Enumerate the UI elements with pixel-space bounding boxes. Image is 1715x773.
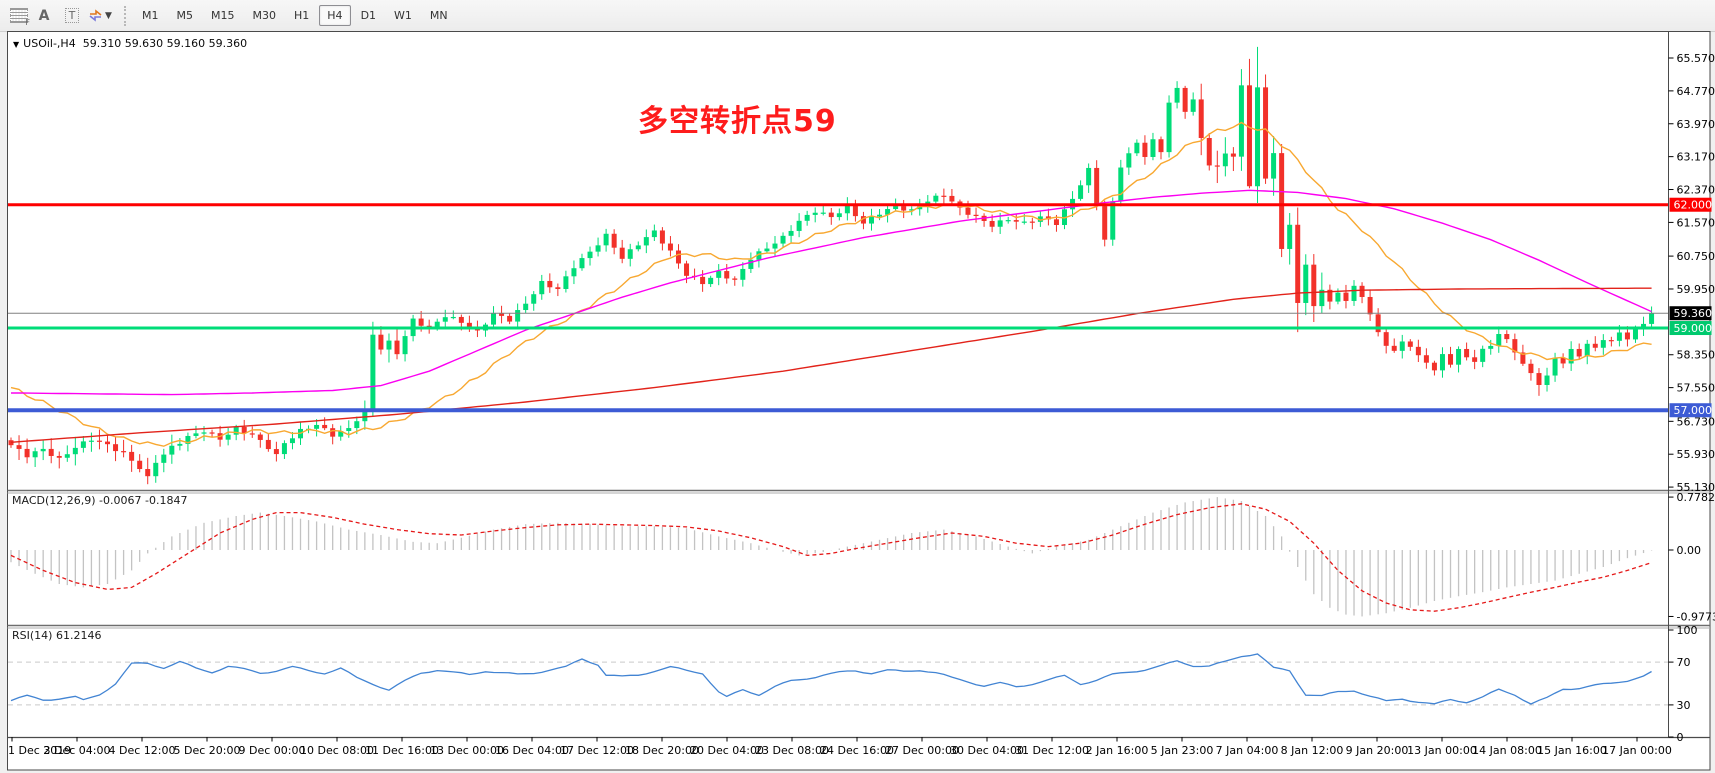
toolbar: F A T ▼ M1 M5 M15 M30 H1 H4 D1 W1 MN [0, 0, 1715, 32]
chevron-down-icon: ▼ [105, 10, 112, 21]
svg-text:65.570: 65.570 [1677, 52, 1715, 65]
svg-text:13 Jan 00:00: 13 Jan 00:00 [1407, 744, 1477, 757]
cycle-arrows-button[interactable]: ▼ [87, 3, 113, 29]
svg-text:63.970: 63.970 [1677, 118, 1715, 131]
rsi-name: RSI(14) [12, 629, 53, 642]
rsi-indicator-label: RSI(14) 61.2146 [12, 629, 101, 642]
svg-text:60.750: 60.750 [1677, 250, 1715, 263]
svg-text:20 Dec 04:00: 20 Dec 04:00 [690, 744, 764, 757]
boxed-t-icon: T [64, 8, 80, 23]
symbol-info[interactable]: ▼ USOil-,H4 59.310 59.630 59.160 59.360 [13, 37, 247, 50]
svg-text:30: 30 [1677, 699, 1691, 712]
chevron-down-icon: ▼ [13, 40, 20, 49]
svg-text:62.370: 62.370 [1677, 184, 1715, 197]
chart-annotation-text: 多空转折点59 [638, 104, 837, 139]
diagonal-arrows-icon [89, 9, 102, 22]
timeframe-button-H1[interactable]: H1 [294, 9, 310, 22]
text-label-button[interactable]: A [31, 3, 57, 29]
svg-text:3 Dec 04:00: 3 Dec 04:00 [44, 744, 111, 757]
svg-text:5 Dec 20:00: 5 Dec 20:00 [174, 744, 241, 757]
svg-text:5 Jan 23:00: 5 Jan 23:00 [1151, 744, 1214, 757]
forecast-grid-button[interactable]: F [1, 3, 30, 29]
svg-text:16 Dec 04:00: 16 Dec 04:00 [495, 744, 569, 757]
svg-text:9 Dec 00:00: 9 Dec 00:00 [239, 744, 306, 757]
macd-panel [10, 497, 1653, 617]
svg-text:55.930: 55.930 [1677, 448, 1715, 461]
svg-text:0.00: 0.00 [1677, 544, 1702, 557]
ma-red-line [10, 287, 1652, 443]
svg-text:17 Jan 00:00: 17 Jan 00:00 [1602, 744, 1672, 757]
svg-text:61.570: 61.570 [1677, 216, 1715, 229]
svg-text:63.170: 63.170 [1677, 151, 1715, 164]
svg-text:7 Jan 04:00: 7 Jan 04:00 [1216, 744, 1279, 757]
macd-indicator-label: MACD(12,26,9) -0.0067 -0.1847 [12, 494, 187, 507]
timeframe-toolbar: M1 M5 M15 M30 H1 H4 D1 W1 MN [133, 5, 457, 26]
svg-text:59.950: 59.950 [1677, 283, 1715, 296]
timeframe-button-M1[interactable]: M1 [142, 9, 159, 22]
svg-text:13 Dec 00:00: 13 Dec 00:00 [430, 744, 504, 757]
svg-text:56.730: 56.730 [1677, 415, 1715, 428]
svg-text:8 Jan 12:00: 8 Jan 12:00 [1281, 744, 1344, 757]
svg-text:-0.9773: -0.9773 [1677, 610, 1715, 623]
svg-text:57.550: 57.550 [1677, 382, 1715, 395]
timeframe-button-H4[interactable]: H4 [319, 5, 351, 26]
svg-text:59.360: 59.360 [1674, 307, 1713, 320]
letter-a-icon: A [38, 7, 50, 24]
svg-text:24 Dec 16:00: 24 Dec 16:00 [820, 744, 894, 757]
svg-text:59.000: 59.000 [1674, 322, 1713, 335]
svg-text:0.7782: 0.7782 [1677, 491, 1715, 504]
svg-text:18 Dec 20:00: 18 Dec 20:00 [625, 744, 699, 757]
svg-text:57.000: 57.000 [1674, 404, 1713, 417]
svg-text:1 Dec 2019: 1 Dec 2019 [8, 744, 71, 757]
svg-text:9 Jan 20:00: 9 Jan 20:00 [1346, 744, 1409, 757]
svg-text:58.350: 58.350 [1677, 349, 1715, 362]
timeframe-button-MN[interactable]: MN [429, 9, 448, 22]
rsi-panel [8, 653, 1668, 706]
svg-text:27 Dec 00:00: 27 Dec 00:00 [885, 744, 959, 757]
timeframe-button-W1[interactable]: W1 [394, 9, 412, 22]
text-box-button[interactable]: T [59, 3, 85, 29]
macd-main-value: -0.0067 [99, 494, 142, 507]
grid-icon: F [10, 8, 30, 27]
svg-text:30 Dec 04:00: 30 Dec 04:00 [950, 744, 1024, 757]
symbol-name: USOil-,H4 [23, 37, 76, 50]
svg-text:15 Jan 16:00: 15 Jan 16:00 [1537, 744, 1607, 757]
timeframe-button-M5[interactable]: M5 [176, 9, 194, 22]
timeframe-button-M30[interactable]: M30 [252, 9, 277, 22]
svg-text:31 Dec 12:00: 31 Dec 12:00 [1015, 744, 1089, 757]
svg-text:70: 70 [1677, 656, 1691, 669]
svg-text:11 Dec 16:00: 11 Dec 16:00 [365, 744, 439, 757]
svg-text:4 Dec 12:00: 4 Dec 12:00 [109, 744, 176, 757]
rsi-value: 61.2146 [55, 629, 102, 642]
svg-text:55.130: 55.130 [1677, 481, 1715, 494]
svg-text:14 Jan 08:00: 14 Jan 08:00 [1472, 744, 1542, 757]
toolbar-drag-handle[interactable] [124, 5, 126, 26]
svg-text:0: 0 [1677, 731, 1684, 744]
timeframe-button-M15[interactable]: M15 [211, 9, 235, 22]
ma-orange-line [10, 121, 1652, 447]
macd-name: MACD(12,26,9) [12, 494, 96, 507]
macd-signal-value: -0.1847 [145, 494, 188, 507]
svg-text:23 Dec 08:00: 23 Dec 08:00 [755, 744, 829, 757]
timeframe-button-D1[interactable]: D1 [360, 9, 377, 22]
svg-text:64.770: 64.770 [1677, 85, 1715, 98]
grid-icon-f-label: F [25, 18, 30, 27]
rsi-line [10, 653, 1652, 705]
svg-text:10 Dec 08:00: 10 Dec 08:00 [300, 744, 374, 757]
ohlc-quote: 59.310 59.630 59.160 59.360 [82, 37, 248, 50]
svg-text:2 Jan 16:00: 2 Jan 16:00 [1086, 744, 1149, 757]
svg-text:62.000: 62.000 [1674, 199, 1713, 212]
svg-text:17 Dec 12:00: 17 Dec 12:00 [560, 744, 634, 757]
svg-text:100: 100 [1677, 624, 1698, 637]
